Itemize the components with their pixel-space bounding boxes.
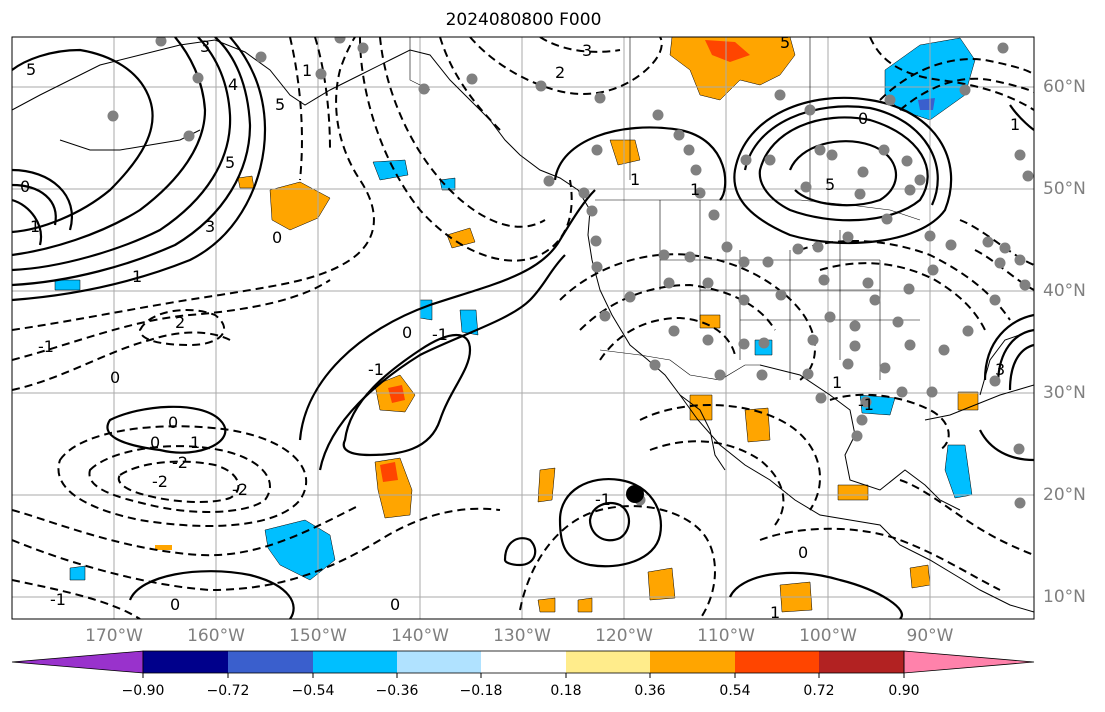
station-markers [107,37,1034,509]
map-frame [11,36,1035,620]
lon-label: 130°W [493,626,551,646]
colorbar-tick-label: −0.72 [206,683,250,699]
contour-label: 1 [30,217,40,236]
lon-label: 90°W [906,626,954,646]
contour-label: 0 [272,228,282,247]
contour-label: 0 [858,109,868,128]
colorbar-tick-label: 0.18 [550,683,582,699]
contour-label: 1 [690,180,700,199]
colorbar-tick-label: 0.54 [719,683,751,699]
lon-label: 170°W [85,626,143,646]
contour-label: 1 [132,267,142,286]
contour-label: 5 [225,153,235,172]
colorbar-max-extension [903,650,1035,674]
colorbar-tick-label: −0.18 [459,683,503,699]
colorbar-segment [228,651,313,673]
contour-label: -1 [858,395,874,414]
contour-label: 0 [150,433,160,452]
contour-label: 4 [228,75,238,94]
contour-label: 0 [798,543,808,562]
colorbar-segment [735,651,819,673]
colorbar-segment [650,651,735,673]
contour-label: -2 [152,472,168,491]
lon-label: 160°W [187,626,245,646]
lon-label: 120°W [595,626,653,646]
colorbar-min-extension [11,650,144,674]
lat-label: 40°N [1043,281,1086,301]
contour-label: 1 [770,603,780,622]
colorbar-segment [481,651,566,673]
contour-label: -1 [50,590,66,609]
contour-label: -2 [232,480,248,499]
colorbar-outline [142,650,905,674]
colorbar-tick-label: −0.54 [291,683,335,699]
map-title: 2024080800 F000 [445,10,602,30]
dashed-contours [12,37,1034,619]
contour-label: 0 [390,595,400,614]
contour-label: -1 [38,337,54,356]
contour-labels: 5 3 4 5 1 3 5 1 0 3 2 5 0 1 0 1 1 2 1 -1… [20,33,1020,622]
colorbar-tick-label: −0.36 [375,683,419,699]
colorbar-tick-label: 0.72 [803,683,835,699]
contour-label: 5 [275,95,285,114]
colorbar-tick-label: 0.36 [634,683,666,699]
contour-label: 3 [205,217,215,236]
solid-contours [12,37,1034,619]
contour-label: 2 [175,313,185,332]
contour-label: 0 [402,323,412,342]
colorbar-tick-label: 0.90 [888,683,920,699]
colorbar-segment [143,651,228,673]
lat-label: 60°N [1043,77,1086,97]
lat-label: 50°N [1043,179,1086,199]
contour-label: 5 [825,175,835,194]
colorbar-tick-label: −0.90 [121,683,165,699]
colorbar [11,650,1035,678]
contour-label: 1 [630,170,640,189]
contour-label: 1 [190,433,200,452]
shaded-field-layer [54,37,979,613]
lon-label: 150°W [289,626,347,646]
lon-label: 140°W [391,626,449,646]
contour-label: 3 [582,41,592,60]
contour-label: 5 [780,33,790,52]
contour-label: 2 [555,63,565,82]
colorbar-segment [819,651,904,673]
colorbar-segment [566,651,650,673]
contour-label: -1 [368,360,384,379]
contour-label: 5 [26,60,36,79]
contour-label: 0 [170,595,180,614]
contour-label: 0 [110,368,120,387]
contour-label: 0 [168,413,178,432]
contour-label: 1 [1010,115,1020,134]
colorbar-segment [397,651,481,673]
colorbar-segment [313,651,397,673]
contour-label: 3 [200,37,210,56]
contour-label: 1 [302,61,312,80]
contour-label: 1 [832,373,842,392]
lon-label: 110°W [697,626,755,646]
lat-label: 30°N [1043,383,1086,403]
target-point-marker [626,485,644,503]
contour-label: 0 [20,177,30,196]
lat-label: 10°N [1043,587,1086,607]
contour-label: -2 [172,453,188,472]
contour-label: -1 [595,490,611,509]
lat-label: 20°N [1043,485,1086,505]
contour-label: 3 [995,360,1005,379]
lon-label: 100°W [799,626,857,646]
contour-label: -1 [432,325,448,344]
